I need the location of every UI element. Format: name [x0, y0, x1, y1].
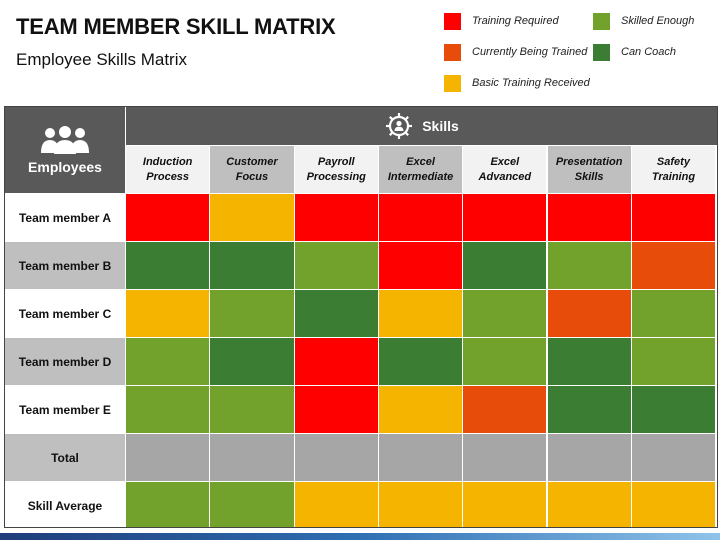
matrix-cell [294, 242, 378, 289]
matrix-cell [547, 434, 631, 481]
skills-label: Skills [422, 118, 459, 134]
matrix-cell [631, 386, 716, 433]
matrix-cell [126, 386, 210, 433]
row-label: Team member B [5, 242, 125, 289]
skill-header: Presentation Skills [547, 146, 631, 193]
matrix-cell [378, 434, 463, 481]
matrix-cell [126, 338, 210, 385]
skill-header: Excel Intermediate [378, 146, 463, 193]
legend-label: Basic Training Received [472, 77, 590, 89]
page-title: TEAM MEMBER SKILL MATRIX [16, 14, 336, 39]
matrix-cell [126, 482, 210, 527]
skill-header: Excel Advanced [463, 146, 547, 193]
legend-swatch [444, 74, 461, 92]
skill-header: Payroll Processing [294, 146, 378, 193]
matrix-cell [210, 338, 294, 385]
matrix-cell [378, 194, 463, 241]
legend-item-training-required: Training Required [444, 11, 559, 31]
matrix-cell [294, 338, 378, 385]
row-label: Team member D [5, 338, 125, 385]
matrix-cell [294, 194, 378, 241]
matrix-cell [126, 290, 210, 337]
matrix-cell [463, 242, 547, 289]
matrix-cell [210, 482, 294, 527]
employees-header: Employees [5, 107, 125, 193]
row-label: Skill Average [5, 482, 125, 527]
row-label: Team member A [5, 194, 125, 241]
matrix-cell [463, 386, 547, 433]
matrix-cell [294, 386, 378, 433]
legend-item-currently-being-trained: Currently Being Trained [444, 42, 587, 62]
legend-item-skilled-enough: Skilled Enough [593, 11, 694, 31]
matrix-cell [210, 194, 294, 241]
matrix-cell [547, 338, 631, 385]
matrix-cell [378, 338, 463, 385]
matrix-cell [547, 194, 631, 241]
people-icon [41, 126, 89, 154]
row-label: Team member E [5, 386, 125, 433]
matrix-cell [294, 434, 378, 481]
skill-header: Customer Focus [210, 146, 294, 193]
row-label: Team member C [5, 290, 125, 337]
legend: Training Required Currently Being Trained… [0, 0, 720, 100]
matrix-cell [631, 290, 716, 337]
matrix-cell [631, 242, 716, 289]
matrix-cell [210, 242, 294, 289]
gear-person-icon [386, 113, 413, 139]
matrix-cell [463, 434, 547, 481]
matrix-cell [294, 482, 378, 527]
legend-label: Currently Being Trained [472, 46, 588, 58]
legend-label: Skilled Enough [621, 15, 695, 27]
skill-matrix: Employees Skills Induction Process Custom… [4, 106, 718, 528]
matrix-cell [547, 290, 631, 337]
legend-label: Can Coach [621, 46, 677, 58]
skill-header: Induction Process [126, 146, 210, 193]
matrix-cell [547, 242, 631, 289]
matrix-cell [378, 482, 463, 527]
skills-header: Skills [126, 107, 717, 145]
matrix-cell [126, 242, 210, 289]
matrix-cell [463, 290, 547, 337]
legend-label: Training Required [472, 15, 559, 27]
matrix-cell [631, 338, 716, 385]
matrix-cell [463, 338, 547, 385]
legend-item-basic-training-received: Basic Training Received [444, 73, 590, 93]
legend-swatch [593, 43, 610, 61]
matrix-cell [210, 434, 294, 481]
legend-swatch [444, 12, 461, 30]
legend-item-can-coach: Can Coach [593, 42, 676, 62]
legend-swatch [444, 43, 461, 61]
matrix-cell [210, 386, 294, 433]
matrix-cell [378, 290, 463, 337]
skill-header: Safety Training [631, 146, 716, 193]
matrix-cell [547, 482, 631, 527]
matrix-cell [378, 242, 463, 289]
matrix-cell [126, 434, 210, 481]
row-label: Total [5, 434, 125, 481]
matrix-cell [463, 482, 547, 527]
matrix-cell [378, 386, 463, 433]
matrix-cell [631, 194, 716, 241]
matrix-cell [294, 290, 378, 337]
matrix-cell [126, 194, 210, 241]
matrix-cell [463, 194, 547, 241]
matrix-cell [631, 482, 716, 527]
matrix-cell [210, 290, 294, 337]
matrix-cell [547, 386, 631, 433]
legend-swatch [593, 12, 610, 30]
matrix-cell [631, 434, 716, 481]
footer-accent-bar [0, 533, 720, 540]
page-subtitle: Employee Skills Matrix [16, 50, 187, 69]
employees-label: Employees [28, 159, 102, 175]
